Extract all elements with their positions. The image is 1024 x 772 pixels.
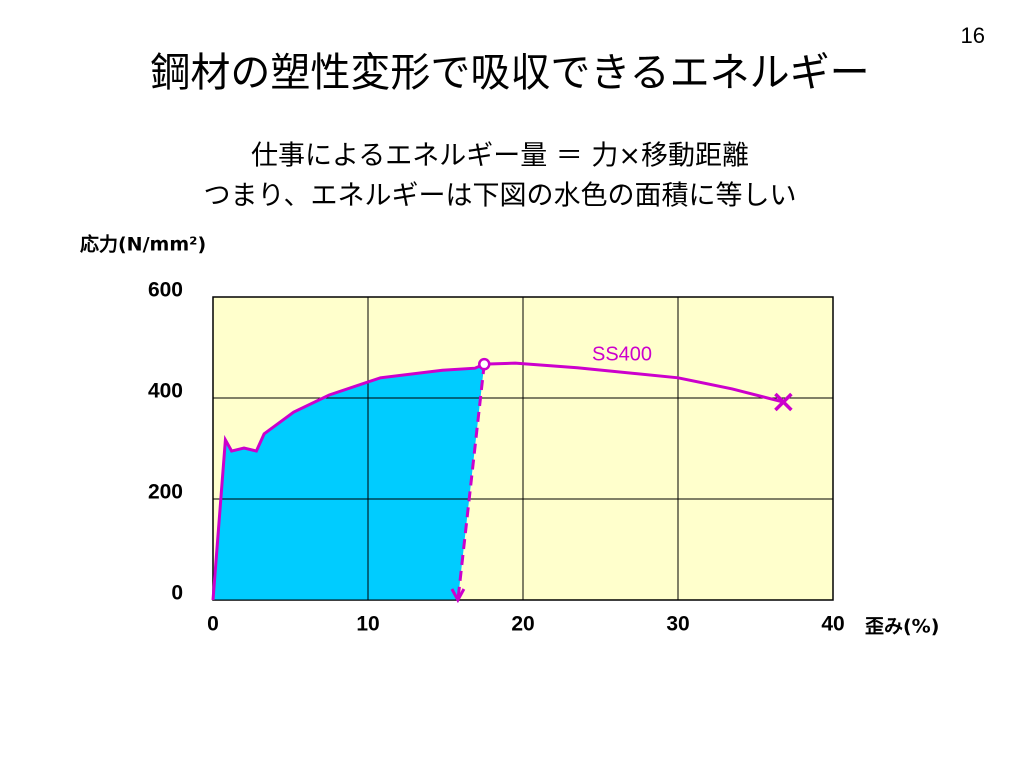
x-tick-label: 0 <box>207 613 219 636</box>
y-tick-label: 400 <box>148 380 183 403</box>
unload-point <box>478 357 491 371</box>
x-tick-label: 20 <box>511 613 534 636</box>
y-tick-label: 600 <box>148 279 183 302</box>
x-tick-label: 10 <box>356 613 379 636</box>
series-label: SS400 <box>592 343 652 365</box>
y-tick-label: 200 <box>148 481 183 504</box>
slide-title: 鋼材の塑性変形で吸収できるエネルギー <box>150 50 869 96</box>
slide-number: 16 <box>961 23 985 48</box>
x-tick-label: 40 <box>821 613 844 636</box>
subtitle-line: つまり、エネルギーは下図の水色の面積に等しい <box>204 181 797 212</box>
stress-strain-line <box>211 361 784 601</box>
y-tick-label: 0 <box>171 582 183 605</box>
fracture-point <box>774 392 793 412</box>
subtitle-line: 仕事によるエネルギー量 ＝ 力×移動距離 <box>251 141 749 172</box>
x-tick-label: 30 <box>666 613 689 636</box>
y-axis-label: 応力(N/mm²) <box>80 233 206 256</box>
unloading-line <box>456 363 486 601</box>
arrowhead <box>450 588 466 604</box>
x-axis-label: 歪み(%) <box>865 616 939 638</box>
